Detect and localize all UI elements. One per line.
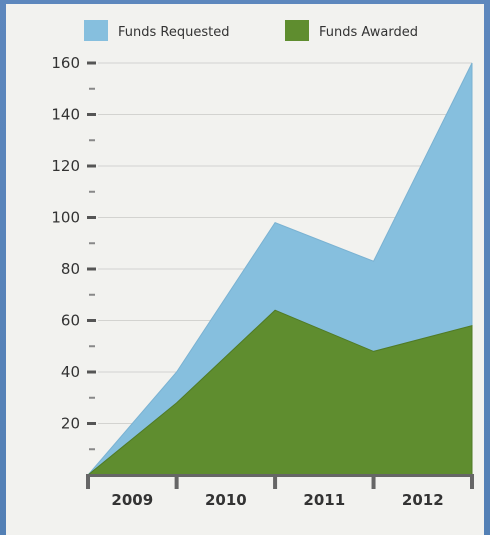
x-axis-line bbox=[86, 474, 474, 477]
legend: Funds Requested Funds Awarded bbox=[84, 20, 418, 41]
y-tick-major-60 bbox=[87, 319, 96, 322]
x-tick-0 bbox=[86, 474, 90, 489]
y-tick-label-40: 40 bbox=[61, 363, 80, 381]
y-tick-label-60: 60 bbox=[61, 312, 80, 330]
x-category-label-2010: 2010 bbox=[205, 491, 247, 509]
x-tick-4 bbox=[470, 474, 474, 489]
legend-swatch-funds-requested bbox=[84, 20, 108, 41]
y-tick-minor-70 bbox=[89, 293, 95, 296]
y-tick-major-140 bbox=[87, 113, 96, 116]
x-tick-3 bbox=[371, 474, 376, 489]
x-tick-1 bbox=[174, 474, 179, 489]
y-tick-label-160: 160 bbox=[51, 54, 80, 72]
y-tick-minor-30 bbox=[89, 396, 95, 399]
y-tick-label-120: 120 bbox=[51, 157, 80, 175]
x-category-label-2011: 2011 bbox=[303, 491, 345, 509]
y-tick-major-160 bbox=[87, 61, 96, 65]
y-tick-label-140: 140 bbox=[51, 106, 80, 124]
y-tick-minor-90 bbox=[89, 242, 95, 245]
y-tick-label-20: 20 bbox=[61, 415, 80, 433]
x-tick-2 bbox=[273, 474, 278, 489]
y-tick-label-100: 100 bbox=[51, 209, 80, 227]
y-tick-major-20 bbox=[87, 422, 96, 425]
y-tick-major-80 bbox=[87, 267, 96, 271]
x-category-label-2012: 2012 bbox=[402, 491, 444, 509]
y-tick-minor-50 bbox=[89, 345, 95, 348]
legend-label-funds-awarded: Funds Awarded bbox=[319, 25, 418, 40]
y-tick-minor-130 bbox=[89, 139, 95, 142]
y-tick-minor-150 bbox=[89, 87, 95, 90]
legend-label-funds-requested: Funds Requested bbox=[118, 25, 229, 40]
y-tick-major-120 bbox=[87, 164, 96, 168]
legend-swatch-funds-awarded bbox=[285, 20, 309, 41]
y-tick-label-80: 80 bbox=[61, 260, 80, 278]
y-tick-major-40 bbox=[87, 370, 96, 374]
x-category-label-2009: 2009 bbox=[111, 491, 153, 509]
y-tick-minor-110 bbox=[89, 190, 95, 193]
axes: 20 40 60 80 100 120 140 160 2009 2010 2011 2012 bbox=[51, 54, 474, 509]
y-tick-major-100 bbox=[87, 216, 96, 219]
y-tick-minor-10 bbox=[89, 448, 95, 451]
